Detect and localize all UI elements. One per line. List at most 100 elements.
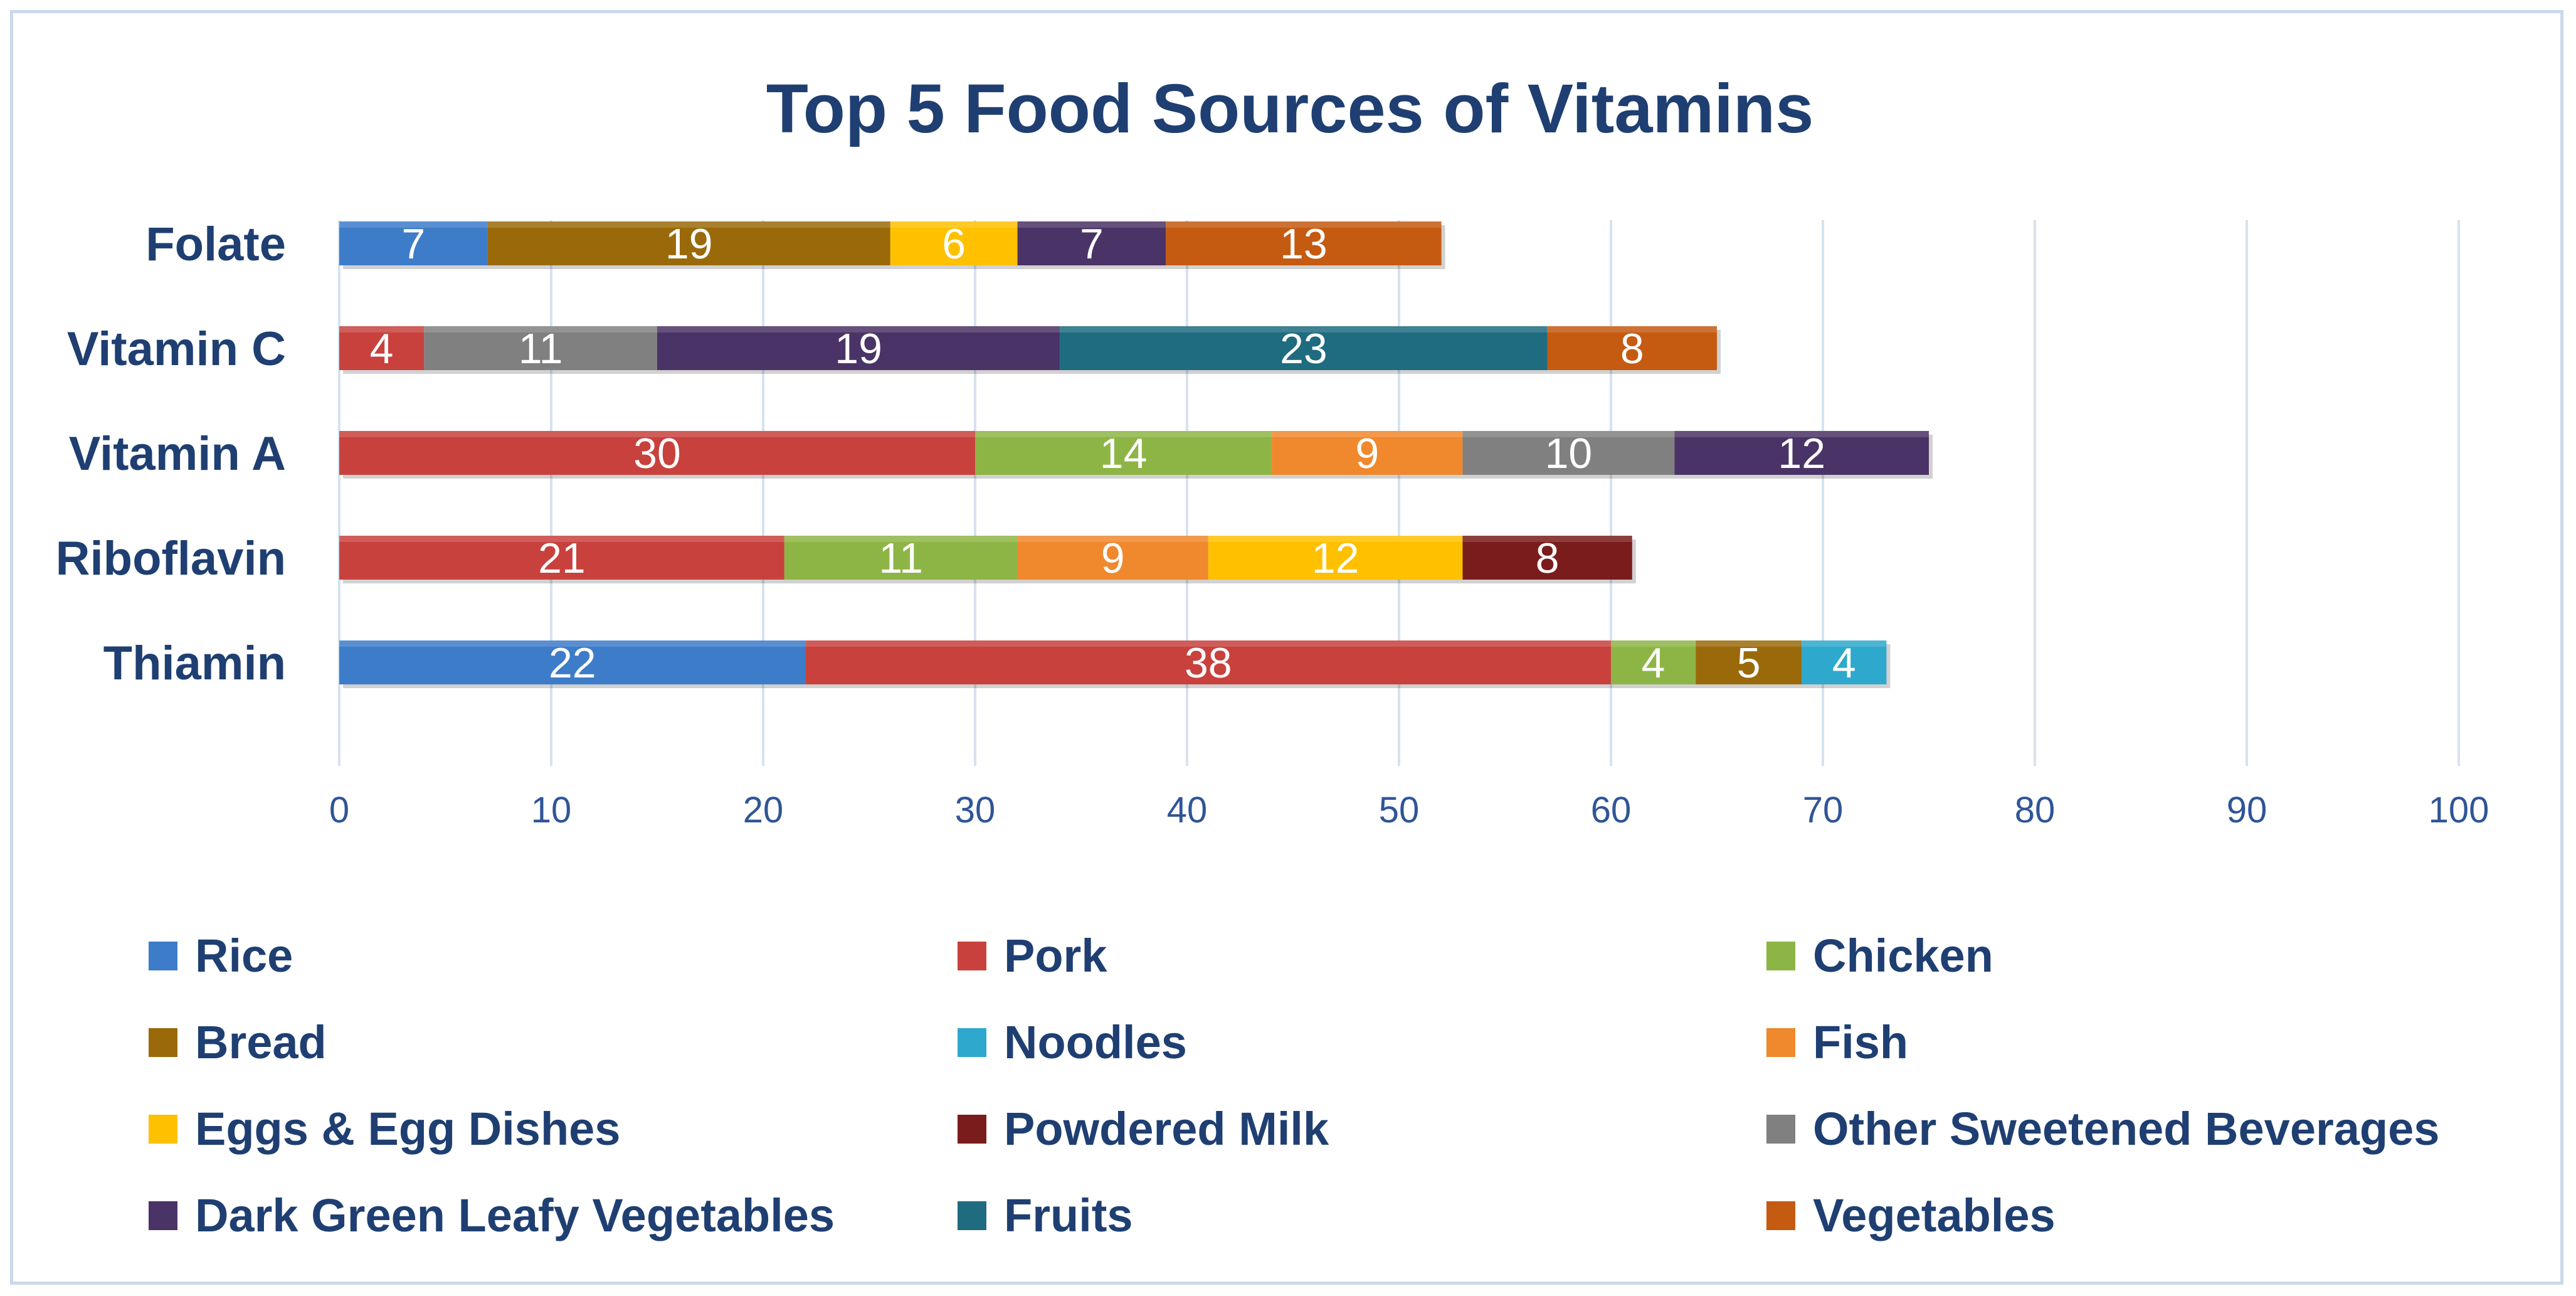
category-label: Vitamin A xyxy=(69,427,286,481)
legend-swatch xyxy=(958,1028,986,1057)
legend-item: Vegetables xyxy=(1766,1189,2056,1241)
bar-highlight xyxy=(1611,640,1696,647)
legend-label: Powdered Milk xyxy=(1004,1103,1329,1155)
bar-segment xyxy=(1802,640,1887,684)
bar-highlight xyxy=(1060,326,1548,332)
bar-segment xyxy=(890,221,1018,265)
bar-highlight xyxy=(339,326,425,332)
data-label: 8 xyxy=(1536,534,1560,582)
data-label: 9 xyxy=(1355,430,1379,477)
category-label: Folate xyxy=(145,218,286,271)
data-label: 11 xyxy=(519,325,563,373)
legend-swatch xyxy=(1766,1028,1795,1057)
bar-segment xyxy=(805,640,1611,684)
bar-segment xyxy=(975,431,1272,475)
bar-highlight xyxy=(339,640,806,647)
bar-segment xyxy=(339,536,784,580)
legend-label: Fish xyxy=(1813,1016,1908,1068)
x-tick-label: 60 xyxy=(1591,790,1632,831)
data-label: 14 xyxy=(1100,430,1148,477)
bar-highlight xyxy=(1462,536,1632,542)
bar-highlight xyxy=(1674,431,1929,437)
data-label: 12 xyxy=(1778,430,1825,477)
stacked-bar-chart: Top 5 Food Sources of Vitamins 0 10 20 30 40… xyxy=(56,70,2489,1241)
legend-item: Fruits xyxy=(958,1189,1133,1241)
bar-segment xyxy=(1547,326,1717,370)
x-tick-label: 50 xyxy=(1379,790,1420,831)
bar-highlight xyxy=(1272,431,1463,437)
bar-segment xyxy=(1017,536,1208,580)
bar-segment xyxy=(339,221,488,265)
chart-title: Top 5 Food Sources of Vitamins xyxy=(766,70,1814,147)
x-axis-ticks: 0 10 20 30 40 50 60 70 80 90 100 xyxy=(329,790,2489,831)
x-tick-label: 10 xyxy=(531,790,572,831)
bar-segment xyxy=(1060,326,1548,370)
legend-swatch xyxy=(1766,942,1795,970)
bar-segment xyxy=(339,431,975,475)
bar-highlight xyxy=(890,221,1018,228)
legend-swatch xyxy=(1766,1115,1795,1144)
data-label: 4 xyxy=(1832,639,1856,687)
legend-swatch xyxy=(149,1115,177,1144)
bar-segment xyxy=(657,326,1060,370)
bar-highlight xyxy=(657,326,1060,332)
legend-item: Noodles xyxy=(958,1016,1187,1068)
bar-highlight xyxy=(784,536,1018,542)
bar-segment xyxy=(1017,221,1166,265)
bar-highlight xyxy=(805,640,1611,647)
x-tick-label: 0 xyxy=(329,790,349,831)
bar-highlight xyxy=(975,431,1272,437)
legend-label: Bread xyxy=(195,1016,327,1068)
legend-swatch xyxy=(149,1201,177,1230)
bar-highlight xyxy=(487,221,890,228)
gridlines xyxy=(338,220,2460,766)
bar-segment xyxy=(1674,431,1929,475)
bar-segment xyxy=(487,221,890,265)
legend-item: Eggs & Egg Dishes xyxy=(149,1103,620,1155)
bar-highlight xyxy=(1547,326,1717,332)
legend-label: Rice xyxy=(195,930,293,982)
data-label: 8 xyxy=(1620,325,1644,373)
legend-item: Powdered Milk xyxy=(958,1103,1329,1155)
bar-highlight xyxy=(1017,536,1208,542)
legend-label: Vegetables xyxy=(1813,1189,2056,1241)
category-label: Riboflavin xyxy=(56,532,286,585)
legend: Rice Pork Chicken Bread Noodles Fish Eggs & Eg… xyxy=(149,930,2439,1241)
data-label: 23 xyxy=(1280,325,1328,373)
data-label: 13 xyxy=(1280,220,1328,268)
bar-highlight xyxy=(1017,221,1166,228)
bar-segment xyxy=(339,640,806,684)
legend-label: Chicken xyxy=(1813,930,1993,982)
bar-segment xyxy=(1166,221,1442,265)
legend-swatch xyxy=(958,1201,986,1230)
bar-highlight xyxy=(339,536,784,542)
bar-segment xyxy=(424,326,657,370)
bar-segment xyxy=(1462,536,1632,580)
legend-swatch xyxy=(149,942,177,970)
legend-item: Pork xyxy=(958,930,1107,982)
data-label: 5 xyxy=(1737,639,1761,687)
x-tick-label: 40 xyxy=(1167,790,1208,831)
legend-item: Dark Green Leafy Vegetables xyxy=(149,1189,835,1241)
legend-item: Other Sweetened Beverages xyxy=(1766,1103,2439,1155)
x-tick-label: 80 xyxy=(2015,790,2056,831)
data-label: 7 xyxy=(401,220,425,268)
bar-segment xyxy=(1611,640,1696,684)
data-label: 11 xyxy=(879,534,923,582)
data-label: 21 xyxy=(538,534,586,582)
bar-segment xyxy=(1462,431,1675,475)
data-label: 9 xyxy=(1101,534,1125,582)
legend-item: Bread xyxy=(149,1016,327,1068)
bar-segment xyxy=(1696,640,1802,684)
x-tick-label: 100 xyxy=(2429,790,2489,831)
data-label: 4 xyxy=(370,325,394,373)
bars: 7 19 6 7 13 4 11 19 23 8 30 14 9 10 12 21 11 9 12 8 22 38 4 5 4 xyxy=(339,220,1933,688)
legend-label: Noodles xyxy=(1004,1016,1187,1068)
data-label: 38 xyxy=(1185,639,1232,687)
bar-highlight xyxy=(424,326,657,332)
legend-item: Chicken xyxy=(1766,930,1993,982)
bar-segment xyxy=(339,326,425,370)
chart-frame: Top 5 Food Sources of Vitamins 0 10 20 30 40… xyxy=(10,10,2563,1285)
bar-segment xyxy=(1208,536,1463,580)
legend-swatch xyxy=(1766,1201,1795,1230)
